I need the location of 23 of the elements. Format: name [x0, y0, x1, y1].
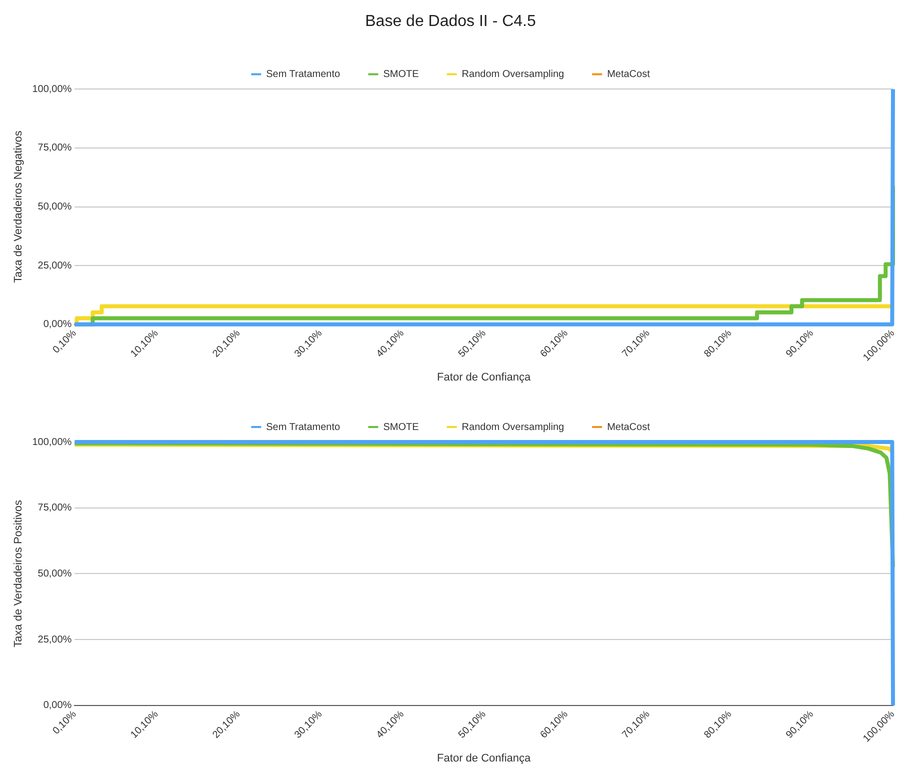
- y-tick-label: 0,00%: [43, 319, 72, 330]
- y-tick-label: 0,00%: [43, 700, 72, 712]
- y-tick-label: 100,00%: [32, 436, 72, 448]
- y-tick-label: 100,00%: [32, 84, 72, 95]
- legend-label: MetaCost: [607, 68, 650, 80]
- legend-label: Sem Tratamento: [266, 422, 340, 433]
- legend-label: MetaCost: [607, 422, 650, 433]
- y-axis-title: Taxa de Verdadeiros Positivos: [12, 500, 25, 648]
- y-axis-title: Taxa de Verdadeiros Negativos: [12, 130, 25, 283]
- y-tick-label: 50,00%: [38, 568, 72, 580]
- x-axis-title: Fator de Confiança: [437, 752, 532, 764]
- legend-label: SMOTE: [383, 68, 420, 80]
- legend-label: Random Oversampling: [462, 68, 564, 80]
- y-tick-label: 50,00%: [38, 202, 72, 213]
- legend-label: Sem Tratamento: [266, 68, 340, 80]
- y-tick-label: 25,00%: [38, 634, 72, 646]
- y-tick-label: 75,00%: [38, 502, 72, 514]
- x-axis-title: Fator de Confiança: [437, 371, 532, 384]
- y-tick-label: 25,00%: [38, 260, 72, 272]
- chart-title: Base de Dados II - C4.5: [365, 13, 536, 30]
- legend-label: Random Oversampling: [462, 422, 564, 433]
- y-tick-label: 75,00%: [38, 142, 72, 154]
- legend-label: SMOTE: [383, 422, 420, 433]
